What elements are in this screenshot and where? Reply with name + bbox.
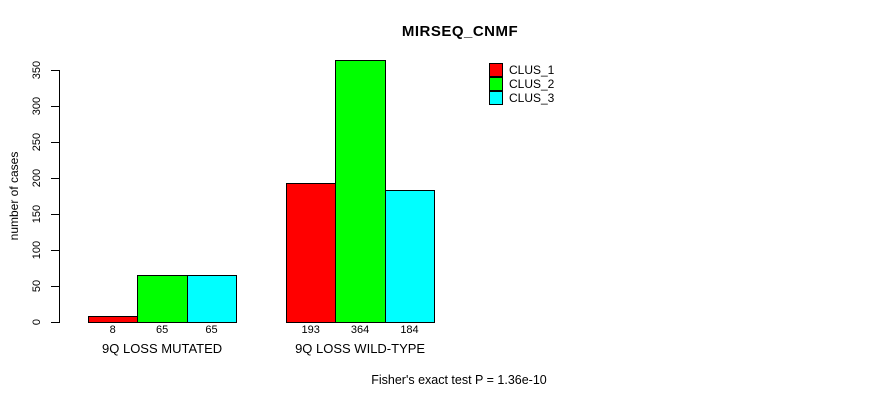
bar-value-label: 65 bbox=[205, 324, 218, 336]
legend-item-clus_3: CLUS_3 bbox=[489, 91, 554, 105]
y-tick-label: 50 bbox=[31, 279, 43, 293]
y-tick-label: 150 bbox=[31, 204, 43, 224]
bar-clus_2-9q-loss-mutated bbox=[137, 275, 188, 323]
y-tick-label: 200 bbox=[31, 168, 43, 188]
x-category-label: 9Q LOSS MUTATED bbox=[102, 341, 223, 356]
legend-label: CLUS_3 bbox=[509, 91, 555, 105]
bar-value-label: 193 bbox=[301, 324, 320, 336]
y-tick-label: 350 bbox=[31, 60, 43, 80]
legend-swatch-icon bbox=[489, 91, 503, 105]
bar-value-label: 65 bbox=[155, 324, 169, 336]
legend-swatch-icon bbox=[489, 77, 503, 91]
legend: CLUS_1 CLUS_2 CLUS_3 bbox=[489, 63, 554, 105]
y-tick-label: 300 bbox=[31, 96, 43, 116]
chart-title: MIRSEQ_CNMF bbox=[401, 23, 519, 40]
y-axis-tick bbox=[51, 214, 59, 215]
legend-item-clus_1: CLUS_1 bbox=[489, 63, 554, 77]
y-axis-tick bbox=[51, 106, 59, 107]
legend-item-clus_2: CLUS_2 bbox=[489, 77, 554, 91]
bar-clus_1-9q-loss-wild-type bbox=[286, 183, 337, 323]
bar-value-label: 364 bbox=[350, 324, 370, 336]
legend-label: CLUS_1 bbox=[509, 63, 555, 77]
bar-clus_3-9q-loss-wild-type bbox=[384, 190, 436, 323]
bar-value-label: 184 bbox=[400, 324, 419, 336]
x-category-label: 9Q LOSS WILD-TYPE bbox=[295, 341, 426, 356]
y-axis-tick bbox=[51, 178, 59, 179]
y-axis-tick bbox=[51, 286, 59, 287]
y-tick-label: 250 bbox=[31, 132, 43, 152]
bar-value-label: 8 bbox=[109, 324, 116, 336]
y-axis-tick bbox=[51, 322, 59, 323]
y-axis-tick bbox=[51, 250, 59, 251]
bar-clus_1-9q-loss-mutated bbox=[88, 316, 139, 323]
fisher-test-annotation: Fisher's exact test P = 1.36e-10 bbox=[371, 373, 547, 387]
y-tick-label: 0 bbox=[31, 318, 43, 326]
bar-clus_3-9q-loss-mutated bbox=[186, 275, 238, 323]
legend-swatch-icon bbox=[489, 63, 503, 77]
y-axis-tick bbox=[51, 142, 59, 143]
legend-label: CLUS_2 bbox=[509, 77, 555, 91]
y-tick-label: 100 bbox=[31, 240, 43, 260]
y-axis-tick bbox=[51, 70, 59, 71]
y-axis-line bbox=[59, 70, 60, 323]
bar-clus_2-9q-loss-wild-type bbox=[335, 60, 386, 323]
